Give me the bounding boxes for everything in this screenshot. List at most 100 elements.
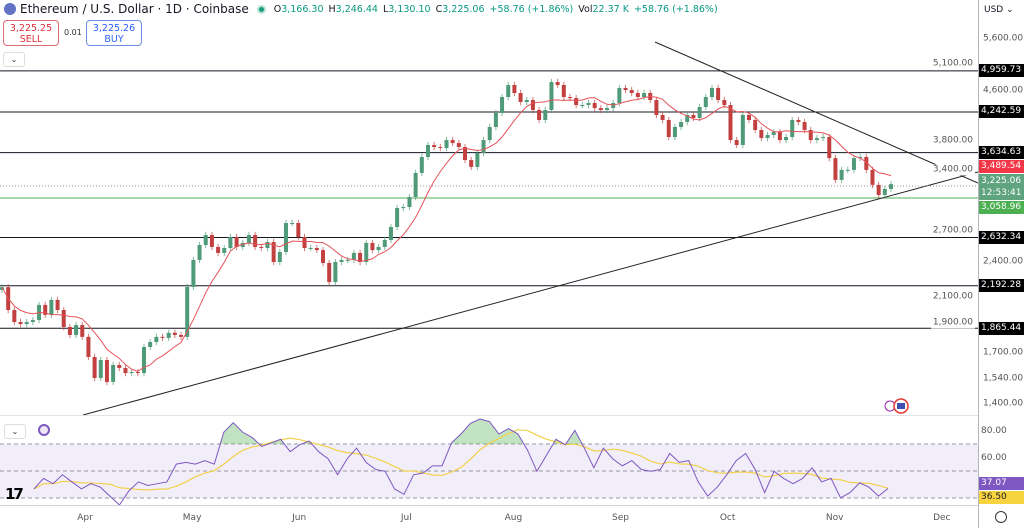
candle <box>870 166 875 189</box>
candle <box>302 233 307 252</box>
currency-selector[interactable]: USD ⌄ <box>984 5 1014 15</box>
candle <box>512 81 517 97</box>
date-tick: Jun <box>292 513 307 523</box>
candle <box>747 111 752 124</box>
candle <box>339 256 344 266</box>
candle <box>759 126 764 142</box>
candle <box>253 231 258 251</box>
candle <box>296 219 301 241</box>
candle <box>290 219 295 227</box>
price-tick: 2,100.00 <box>930 291 975 303</box>
collapse-rsi-legend-button[interactable]: ⌄ <box>4 424 26 439</box>
date-tick: Dec <box>933 513 951 523</box>
candle <box>240 239 245 251</box>
ohlc-values: O3,166.30 H3,246.44 L3,130.10 C3,225.06 … <box>273 3 718 15</box>
last-price-marker: 3,225.06 12:53:41 <box>979 174 1024 201</box>
ascending-trendline[interactable] <box>82 171 978 416</box>
rsi-ma-line <box>33 429 889 491</box>
level-marker: 4,242.59 <box>979 105 1024 119</box>
candle <box>395 204 400 231</box>
candle <box>351 249 356 264</box>
candle <box>30 316 35 326</box>
candle <box>12 306 17 326</box>
date-tick: Sep <box>612 513 629 523</box>
price-tick: 2,700.00 <box>930 225 975 237</box>
price-tick: 1,700.00 <box>983 347 1024 358</box>
candle <box>123 364 128 377</box>
symbol-header: Ethereum / U.S. Dollar · 1D · Coinbase O… <box>4 1 718 17</box>
rsi-line <box>33 418 889 506</box>
rsi-indicator-icon[interactable] <box>38 424 50 436</box>
candle <box>858 153 863 162</box>
buy-button[interactable]: 3,225.26 BUY <box>86 20 142 46</box>
candle <box>697 103 702 122</box>
candle <box>197 241 202 264</box>
candle <box>401 203 406 212</box>
settings-icon[interactable] <box>995 511 1007 523</box>
candle <box>716 84 721 104</box>
date-tick: Apr <box>77 513 93 523</box>
candle <box>358 249 363 266</box>
horizontal-levels <box>0 70 978 329</box>
candle <box>475 149 480 171</box>
date-tick: Oct <box>719 513 736 523</box>
sell-button[interactable]: 3,225.25 SELL <box>3 20 59 46</box>
candle <box>864 153 869 174</box>
candle <box>413 169 418 201</box>
candle <box>308 244 313 252</box>
candle <box>209 231 214 251</box>
candle <box>586 99 591 109</box>
candle <box>672 123 677 141</box>
candle <box>685 111 690 126</box>
descending-trendline[interactable] <box>654 41 978 184</box>
market-status-icon[interactable] <box>256 4 266 14</box>
candle <box>55 296 60 314</box>
candle <box>104 356 109 386</box>
tradingview-logo[interactable]: 17 <box>5 485 24 503</box>
candle <box>321 246 326 267</box>
candle <box>129 368 134 377</box>
price-tick: 2,400.00 <box>983 256 1024 267</box>
candle <box>18 318 23 328</box>
candle <box>598 104 603 114</box>
candle <box>450 136 455 147</box>
candle <box>753 116 758 134</box>
candle <box>617 84 622 107</box>
candle <box>179 331 184 341</box>
date-tick: Jul <box>400 513 412 523</box>
candle <box>67 323 72 339</box>
price-tick: 4,600.00 <box>983 85 1024 96</box>
candle <box>796 116 801 126</box>
price-tick: 1,400.00 <box>983 398 1024 409</box>
chevron-down-icon: ⌄ <box>1006 5 1014 15</box>
level-marker: 4,959.73 <box>979 64 1024 78</box>
candle <box>228 233 233 252</box>
chart-canvas[interactable] <box>0 0 978 528</box>
price-tick: 3,800.00 <box>930 135 975 147</box>
candle <box>889 180 893 193</box>
candle <box>24 318 29 328</box>
candle <box>839 166 844 184</box>
collapse-legend-button[interactable]: ⌄ <box>3 52 25 67</box>
candle <box>561 81 566 101</box>
candle <box>271 238 276 266</box>
level-marker: 1,865.44 <box>979 321 1024 335</box>
event-icons[interactable] <box>884 398 909 414</box>
candle <box>845 166 850 174</box>
candle <box>580 101 585 109</box>
pane-divider[interactable] <box>0 415 978 416</box>
candle <box>493 109 498 131</box>
symbol-title[interactable]: Ethereum / U.S. Dollar · 1D · Coinbase <box>20 2 249 16</box>
candle <box>277 248 282 266</box>
candle <box>74 321 79 339</box>
candle <box>660 111 665 124</box>
candle <box>802 118 807 134</box>
price-tick: 1,540.00 <box>983 373 1024 384</box>
candle <box>765 131 770 142</box>
price-axis[interactable] <box>978 0 1024 528</box>
candle <box>574 94 579 109</box>
candle <box>469 156 474 171</box>
spread-value: 0.01 <box>64 28 82 37</box>
candle <box>790 116 795 141</box>
candle <box>117 361 122 372</box>
